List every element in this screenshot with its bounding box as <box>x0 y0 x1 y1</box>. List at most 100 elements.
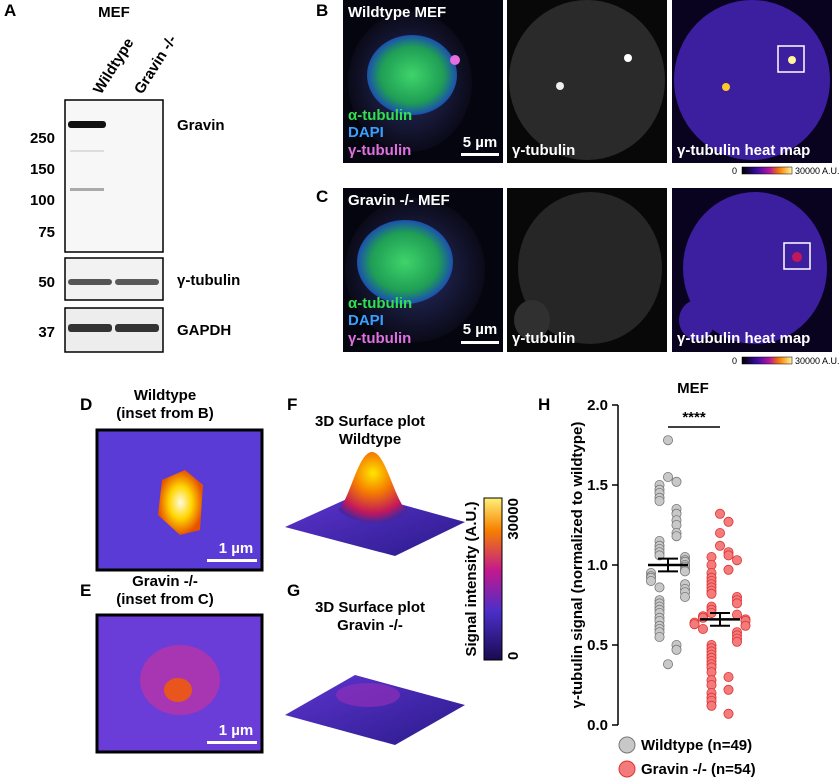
data-point <box>698 624 709 635</box>
legend-marker <box>618 760 636 778</box>
panel-letter: G <box>287 581 300 600</box>
lane-label: Gravin -/- <box>131 32 180 97</box>
image-label: γ-tubulin heat map <box>677 330 810 347</box>
panel-letter: C <box>316 187 328 206</box>
scale-bar-label: 5 µm <box>463 321 498 338</box>
surface-peak <box>336 683 400 707</box>
panel-letter: E <box>80 581 91 600</box>
blot-title: MEF <box>98 4 130 21</box>
data-point <box>663 659 674 670</box>
colorbar-min: 0 <box>732 166 737 176</box>
marker-label: 50 <box>38 274 55 291</box>
data-point <box>715 528 726 539</box>
data-point <box>732 555 743 566</box>
channel-label: α-tubulin <box>348 295 412 312</box>
marker-label: 75 <box>38 224 55 241</box>
legend-label: Gravin -/- (n=54) <box>641 761 756 778</box>
band-label: γ-tubulin <box>177 272 240 289</box>
data-point <box>723 708 734 719</box>
y-tick-label: 0.0 <box>587 717 608 734</box>
marker-labels: 250 150 100 75 50 37 <box>30 130 55 341</box>
channel-label: α-tubulin <box>348 107 412 124</box>
data-point <box>715 540 726 551</box>
colorbar <box>741 166 793 175</box>
y-axis-label: γ-tubulin signal (normalized to wildtype… <box>569 422 586 709</box>
data-point <box>723 516 734 527</box>
colorbar-max: 30000 A.U. <box>795 166 840 176</box>
data-point <box>732 609 743 620</box>
image-gray: γ-tubulin <box>507 188 667 352</box>
image-overlay: Wildtype MEF α-tubulin DAPI γ-tubulin 5 … <box>343 0 503 163</box>
inset-title: Wildtype <box>134 387 196 404</box>
y-tick-label: 1.5 <box>587 477 608 494</box>
colorbar <box>741 356 793 365</box>
panel-letter: F <box>287 395 297 414</box>
data-point <box>689 619 700 630</box>
channel-label: γ-tubulin <box>348 330 411 347</box>
data-point <box>698 612 709 623</box>
panel-letter: H <box>538 395 550 414</box>
inset-image: 1 µm <box>95 613 264 754</box>
surface-base <box>285 675 465 745</box>
blot <box>64 99 164 353</box>
data-point <box>706 700 717 711</box>
data-point <box>740 620 751 631</box>
data-point <box>706 588 717 599</box>
data-point <box>723 672 734 683</box>
data-point <box>654 495 665 506</box>
data-point <box>723 684 734 695</box>
image-heatmap: γ-tubulin heat map <box>672 0 832 163</box>
inset-title: (inset from C) <box>116 591 214 608</box>
surface-title: Gravin -/- <box>337 617 403 634</box>
scale-bar-label: 1 µm <box>219 722 254 739</box>
data-point <box>732 636 743 647</box>
colorbar-max: 30000 <box>505 498 522 540</box>
colorbar <box>483 497 503 661</box>
colorbar-min: 0 <box>732 356 737 366</box>
significance-label: **** <box>682 409 706 426</box>
colorbar-label: Signal intensity (A.U.) <box>463 501 480 656</box>
channel-label: DAPI <box>348 312 384 329</box>
colorbar-max: 30000 A.U. <box>795 356 840 366</box>
marker-label: 250 <box>30 130 55 147</box>
image-label: γ-tubulin <box>512 330 575 347</box>
image-title: Wildtype MEF <box>348 4 446 21</box>
legend-marker <box>618 736 636 754</box>
data-point <box>663 435 674 446</box>
image-label: γ-tubulin <box>512 142 575 159</box>
image-label: γ-tubulin heat map <box>677 142 810 159</box>
surface-peak <box>338 452 408 523</box>
legend-label: Wildtype (n=49) <box>641 737 752 754</box>
data-point <box>646 576 657 587</box>
surface-title: Wildtype <box>339 431 401 448</box>
inset-image: 1 µm <box>95 428 264 572</box>
image-overlay: Gravin -/- MEF α-tubulin DAPI γ-tubulin … <box>343 188 503 352</box>
scale-bar-label: 1 µm <box>219 540 254 557</box>
channel-label: DAPI <box>348 124 384 141</box>
data-point <box>671 644 682 655</box>
colorbar-min: 0 <box>505 652 522 660</box>
data-point <box>680 566 691 577</box>
data-point <box>732 598 743 609</box>
chart-title: MEF <box>677 380 709 397</box>
inset-title: Gravin -/- <box>132 573 198 590</box>
image-gray: γ-tubulin <box>507 0 667 163</box>
data-point <box>723 564 734 575</box>
data-point <box>654 632 665 643</box>
data-point <box>671 476 682 487</box>
surface-title: 3D Surface plot <box>315 413 425 430</box>
inset-title: (inset from B) <box>116 405 214 422</box>
channel-label: γ-tubulin <box>348 142 411 159</box>
y-tick-label: 1.0 <box>587 557 608 574</box>
y-tick-label: 0.5 <box>587 637 608 654</box>
data-point <box>715 508 726 519</box>
panel-letter: B <box>316 1 328 20</box>
surface-title: 3D Surface plot <box>315 599 425 616</box>
panel-letter: D <box>80 395 92 414</box>
image-heatmap: γ-tubulin heat map <box>672 188 832 352</box>
data-point <box>654 582 665 593</box>
data-point <box>680 592 691 603</box>
scale-bar-label: 5 µm <box>463 134 498 151</box>
data-point <box>663 471 674 482</box>
